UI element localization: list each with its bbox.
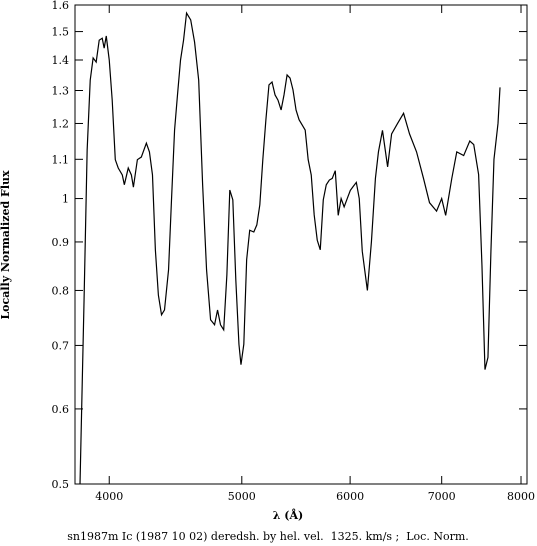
y-axis-label: Locally Normalized Flux	[0, 170, 12, 320]
x-axis-label: λ (Å)	[273, 508, 304, 522]
y-tick-label: 1.2	[52, 117, 70, 130]
y-tick-label: 0.5	[52, 478, 70, 491]
x-tick-label: 8000	[507, 490, 535, 503]
x-tick-label: 5000	[228, 490, 256, 503]
x-tick-label: 6000	[336, 490, 364, 503]
y-tick-label: 1.6	[52, 0, 70, 12]
y-tick-label: 0.9	[52, 236, 70, 249]
y-tick-label: 1.4	[52, 54, 70, 67]
y-tick-label: 1	[62, 193, 69, 206]
y-tick-label: 1.3	[52, 85, 70, 98]
x-tick-label: 4000	[95, 490, 123, 503]
y-tick-label: 0.6	[52, 403, 70, 416]
y-tick-label: 0.8	[52, 284, 70, 297]
y-tick-label: 0.7	[52, 339, 70, 352]
y-tick-label: 1.5	[52, 26, 70, 39]
x-tick-label: 7000	[428, 490, 456, 503]
plot-frame	[74, 4, 528, 485]
spectrum-line	[79, 11, 501, 485]
caption: sn1987m Ic (1987 10 02) deredsh. by hel.…	[67, 530, 469, 543]
y-tick-label: 1.1	[52, 153, 70, 166]
